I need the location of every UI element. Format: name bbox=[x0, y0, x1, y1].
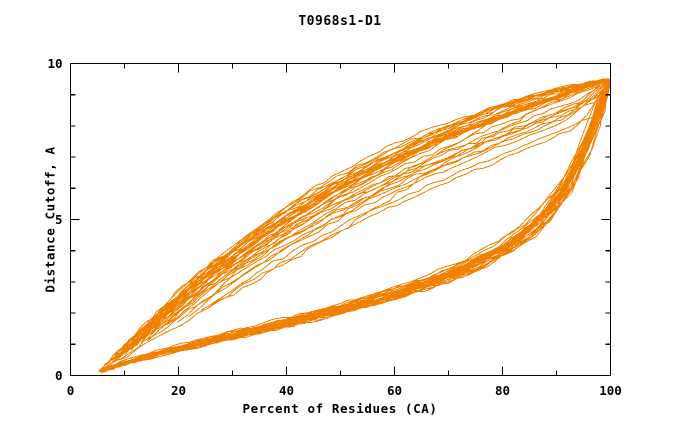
x-tick-label: 60 bbox=[386, 382, 403, 398]
data-curve bbox=[102, 78, 611, 369]
axis-ticks bbox=[69, 62, 612, 377]
data-curves bbox=[98, 78, 611, 374]
data-curve bbox=[146, 78, 611, 342]
data-curve bbox=[188, 78, 611, 317]
y-tick-label: 0 bbox=[54, 367, 63, 383]
data-curve bbox=[113, 78, 611, 362]
x-tick-label: 0 bbox=[66, 382, 75, 398]
data-curve bbox=[105, 78, 611, 368]
y-tick-label: 5 bbox=[54, 211, 63, 227]
data-curve bbox=[177, 78, 611, 323]
data-curve bbox=[140, 78, 611, 345]
y-tick-label: 10 bbox=[47, 55, 63, 71]
data-curve bbox=[99, 78, 611, 371]
x-tick-label: 100 bbox=[599, 382, 622, 398]
data-curve bbox=[117, 78, 611, 359]
page-title: T0968s1-D1 bbox=[298, 14, 382, 29]
data-curve bbox=[210, 78, 611, 307]
data-curve bbox=[166, 78, 611, 326]
y-axis-label: Distance Cutoff, A bbox=[42, 146, 58, 293]
data-curve bbox=[104, 78, 611, 368]
x-tick-label: 40 bbox=[278, 382, 295, 398]
x-axis-label: Percent of Residues (CA) bbox=[242, 401, 438, 416]
data-curve bbox=[103, 78, 611, 370]
data-curve bbox=[108, 78, 611, 364]
data-curve bbox=[99, 78, 611, 373]
x-tick-label: 20 bbox=[170, 382, 187, 398]
x-tick-label: 80 bbox=[494, 382, 511, 398]
data-curve bbox=[119, 78, 611, 355]
data-curve bbox=[128, 78, 611, 351]
data-curve bbox=[200, 78, 611, 311]
